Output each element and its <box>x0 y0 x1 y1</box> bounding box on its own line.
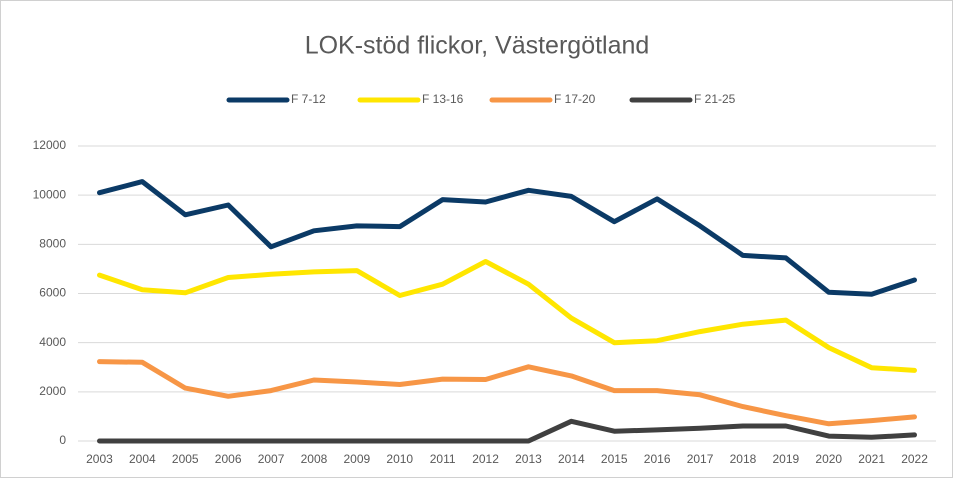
x-tick-label: 2005 <box>172 452 199 466</box>
chart-title: LOK-stöd flickor, Västergötland <box>305 32 650 60</box>
x-tick-label: 2022 <box>901 452 928 466</box>
y-tick-label: 8000 <box>39 237 66 251</box>
line-series <box>97 359 917 427</box>
legend-label: F 17-20 <box>554 92 596 106</box>
x-tick-label: 2006 <box>215 452 242 466</box>
y-tick-label: 2000 <box>39 384 66 398</box>
line-series <box>97 179 917 297</box>
x-tick-label: 2003 <box>86 452 113 466</box>
legend-label: F 13-16 <box>422 92 464 106</box>
line-series <box>97 259 917 373</box>
y-tick-label: 12000 <box>33 138 67 152</box>
x-tick-label: 2015 <box>601 452 628 466</box>
y-tick-label: 6000 <box>39 286 66 300</box>
x-tick-label: 2021 <box>858 452 885 466</box>
x-tick-label: 2011 <box>430 452 456 466</box>
x-tick-label: 2007 <box>258 452 285 466</box>
y-tick-label: 0 <box>59 433 66 447</box>
x-tick-label: 2008 <box>301 452 328 466</box>
x-tick-label: 2016 <box>644 452 671 466</box>
x-tick-label: 2020 <box>815 452 842 466</box>
y-tick-label: 4000 <box>39 335 66 349</box>
x-tick-label: 2013 <box>515 452 542 466</box>
line-series <box>97 418 917 444</box>
x-tick-label: 2009 <box>343 452 370 466</box>
x-tick-label: 2004 <box>129 452 156 466</box>
legend-label: F 21-25 <box>694 92 736 106</box>
y-tick-label: 10000 <box>33 187 67 201</box>
x-tick-label: 2018 <box>730 452 757 466</box>
legend-label: F 7-12 <box>291 92 326 106</box>
x-tick-label: 2014 <box>558 452 585 466</box>
x-tick-label: 2019 <box>772 452 799 466</box>
x-tick-label: 2012 <box>472 452 499 466</box>
x-tick-label: 2010 <box>386 452 413 466</box>
x-tick-label: 2017 <box>687 452 714 466</box>
